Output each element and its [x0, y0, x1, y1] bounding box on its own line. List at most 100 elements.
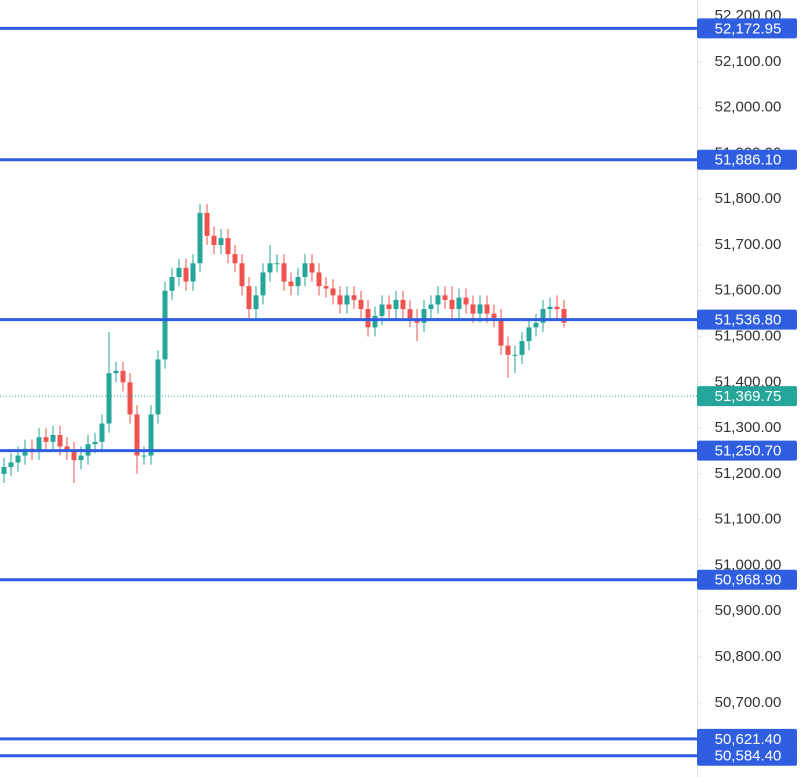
candle-body	[372, 315, 378, 328]
y-tick-label: 50,900.00	[715, 602, 782, 619]
candle-body	[400, 299, 406, 310]
candle-body	[540, 309, 546, 323]
candle-body	[554, 306, 560, 310]
candle-body	[435, 295, 441, 305]
y-tick-label: 51,700.00	[715, 236, 782, 253]
candle-body	[134, 414, 140, 456]
candle-body	[533, 322, 539, 328]
candle-body	[57, 434, 63, 447]
candle-body	[512, 354, 518, 356]
candle-body	[288, 281, 294, 287]
candle-body	[470, 304, 476, 314]
y-tick-label: 51,400.00	[715, 373, 782, 390]
candle-body	[428, 304, 434, 310]
candle-body	[176, 267, 182, 278]
candle-body	[197, 212, 203, 264]
candle-body	[141, 455, 147, 457]
candle-body	[155, 359, 161, 415]
level-label-box	[697, 745, 797, 766]
level-label: 51,886.10	[715, 152, 782, 169]
last-price-box	[697, 386, 797, 407]
candle-body	[190, 263, 196, 282]
level-label-box	[697, 149, 797, 170]
candle-body	[449, 299, 455, 310]
y-tick-label: 51,000.00	[715, 556, 782, 573]
candle-body	[204, 212, 210, 236]
candle-body	[232, 254, 238, 264]
candle-body	[330, 288, 336, 296]
level-label: 51,250.70	[715, 443, 782, 460]
candle-body	[463, 297, 469, 305]
candle-body	[526, 327, 532, 342]
candle-body	[477, 304, 483, 314]
candle-body	[43, 437, 49, 442]
candle-body	[78, 455, 84, 461]
candle-body	[113, 370, 119, 374]
candle-body	[211, 235, 217, 245]
candle-body	[561, 309, 567, 323]
y-tick-label: 51,300.00	[715, 419, 782, 436]
y-tick-label: 50,700.00	[715, 694, 782, 711]
candle-body	[421, 309, 427, 323]
candle-body	[379, 304, 385, 316]
candle-body	[169, 277, 175, 291]
last-price-label: 51,369.75	[715, 388, 782, 405]
candle-body	[267, 263, 273, 273]
candle-body	[302, 263, 308, 278]
level-label: 50,621.40	[715, 731, 782, 748]
candle-body	[351, 295, 357, 300]
y-tick-label: 52,000.00	[715, 99, 782, 116]
candle-body	[253, 295, 259, 310]
candle-body	[15, 455, 21, 463]
candle-body	[498, 318, 504, 346]
y-tick-label: 51,600.00	[715, 282, 782, 299]
level-label: 52,172.95	[715, 20, 782, 37]
level-label-box	[697, 440, 797, 461]
candle-body	[519, 341, 525, 355]
candle-body	[358, 299, 364, 310]
candle-body	[323, 286, 329, 289]
candle-body	[505, 345, 511, 355]
candle-body	[106, 373, 112, 424]
candle-body	[99, 423, 105, 442]
candle-body	[148, 414, 154, 456]
y-tick-label: 52,100.00	[715, 53, 782, 70]
candle-body	[50, 434, 56, 442]
candle-body	[64, 446, 70, 451]
y-tick-label: 51,200.00	[715, 465, 782, 482]
y-tick-label: 51,100.00	[715, 511, 782, 528]
candle-body	[295, 277, 301, 287]
candle-body	[225, 238, 231, 255]
candle-body	[92, 441, 98, 445]
candle-body	[36, 437, 42, 451]
candle-body	[246, 286, 252, 310]
candle-body	[547, 306, 553, 310]
candle-body	[491, 313, 497, 319]
candle-body	[386, 304, 392, 310]
candle-body	[239, 263, 245, 287]
candle-body	[442, 295, 448, 300]
candle-body	[274, 263, 280, 265]
level-label: 51,536.80	[715, 312, 782, 329]
candle-body	[393, 299, 399, 310]
level-label-box	[697, 569, 797, 590]
candle-body	[309, 263, 315, 273]
candle-body	[407, 309, 413, 319]
candle-body	[484, 304, 490, 314]
candle-body	[120, 370, 126, 383]
candle-body	[337, 295, 343, 305]
candle-body	[281, 263, 287, 282]
candle-body	[183, 267, 189, 282]
candle-body	[1, 467, 7, 474]
level-label: 50,968.90	[715, 572, 782, 589]
candle-body	[316, 272, 322, 287]
candle-body	[456, 297, 462, 310]
candle-body	[8, 462, 14, 468]
candle-body	[162, 290, 168, 360]
candle-body	[71, 450, 77, 461]
level-label: 50,584.40	[715, 748, 782, 765]
candle-body	[344, 295, 350, 305]
candle-body	[127, 382, 133, 415]
